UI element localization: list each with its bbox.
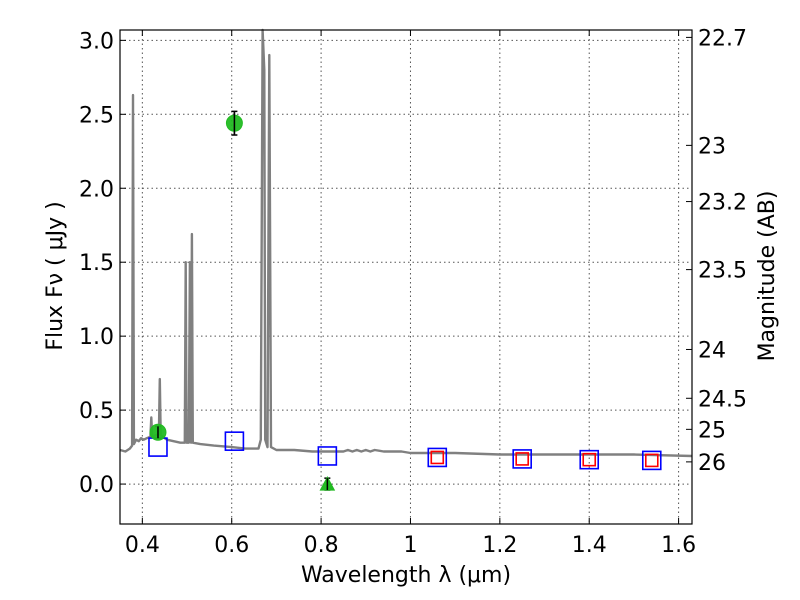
red-square-marker [582, 452, 597, 467]
magnitude-tick-label: 25 [698, 418, 726, 443]
magnitude-tick-label: 24 [698, 338, 726, 363]
magnitude-tick-label: 22.7 [698, 26, 747, 51]
y-tick-label: 1.5 [79, 251, 114, 276]
y-tick-label: 1.0 [79, 325, 114, 350]
blue-square-marker [224, 431, 245, 451]
blue-square-marker [512, 449, 532, 469]
red-square-marker [515, 452, 529, 466]
y2-axis-label: Magnitude (AB) [755, 191, 780, 362]
x-tick-label: 1.4 [572, 533, 607, 558]
grid [120, 30, 692, 524]
magnitude-tick-labels: 22.7 23 23.2 23.5 24 24.5 25 26 [698, 26, 747, 475]
y-tick-label: 2.5 [79, 103, 114, 128]
y-tick-label: 2.0 [79, 177, 114, 202]
x-axis-label: Wavelength λ (μm) [301, 563, 511, 588]
marker-layer [148, 110, 662, 491]
red-square-marker [430, 450, 445, 465]
blue-square-marker [641, 450, 662, 471]
x-tick-label: 0.6 [214, 533, 249, 558]
x-tick-label: 1.6 [661, 533, 696, 558]
red-square-marker [644, 453, 659, 468]
magnitude-tick-label: 23.5 [698, 259, 747, 284]
spectrum-layer [119, 28, 693, 458]
blue-square-marker [579, 449, 600, 470]
x-tick-label: 1.2 [482, 533, 517, 558]
blue-square-marker [427, 447, 448, 468]
blue-square-marker [317, 446, 338, 466]
x-tick-label: 0.4 [125, 533, 160, 558]
y-tick-label: 0.5 [79, 399, 114, 424]
magnitude-tick-label: 23.2 [698, 191, 747, 216]
y-axis-label: Flux Fν ( μJy ) [43, 201, 68, 350]
y-tick-label: 0.0 [79, 473, 114, 498]
x-tick-label: 0.8 [304, 533, 339, 558]
plot-frame [119, 29, 693, 525]
tick-marks [120, 30, 692, 524]
y-tick-labels: 0.0 0.5 1.0 1.5 2.0 2.5 3.0 [79, 29, 114, 498]
spectrum-line [119, 28, 693, 458]
x-tick-label: 1 [403, 533, 417, 558]
magnitude-tick-label: 23 [698, 134, 726, 159]
magnitude-tick-label: 24.5 [698, 387, 747, 412]
y-tick-label: 3.0 [79, 29, 114, 54]
x-tick-labels: 0.4 0.6 0.8 1 1.2 1.4 1.6 [125, 533, 696, 558]
magnitude-tick-label: 26 [698, 451, 726, 476]
